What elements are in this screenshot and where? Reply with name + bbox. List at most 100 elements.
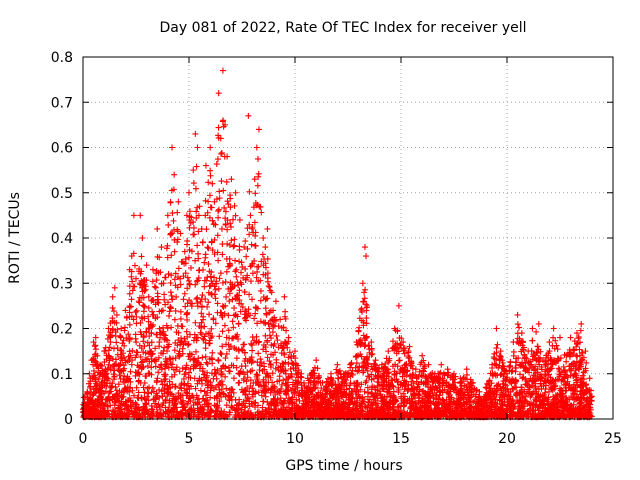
data-point <box>516 407 523 414</box>
data-point <box>228 404 235 411</box>
data-point <box>464 389 471 396</box>
data-point <box>168 292 175 299</box>
data-point <box>214 393 221 400</box>
data-point <box>277 395 284 402</box>
data-point <box>483 402 490 409</box>
data-point <box>171 236 178 243</box>
data-point <box>563 358 570 365</box>
data-point <box>219 118 226 125</box>
data-point <box>238 300 245 307</box>
data-point <box>218 178 225 185</box>
data-point <box>153 267 160 274</box>
data-point <box>260 398 267 405</box>
data-point <box>266 283 273 290</box>
data-point <box>217 350 224 357</box>
data-point <box>202 295 209 302</box>
data-point <box>251 315 258 322</box>
data-point <box>402 361 409 368</box>
data-point <box>361 289 368 296</box>
data-point <box>151 357 158 364</box>
data-point <box>380 376 387 383</box>
data-point <box>206 268 213 275</box>
data-point <box>362 286 369 293</box>
data-point <box>218 225 225 232</box>
data-point <box>207 334 214 341</box>
data-point <box>253 371 260 378</box>
data-point <box>282 315 289 322</box>
data-point <box>225 327 232 334</box>
data-point <box>212 295 219 302</box>
data-point <box>260 342 267 349</box>
data-point <box>269 329 276 336</box>
data-point <box>529 337 536 344</box>
data-point <box>228 285 235 292</box>
data-point <box>193 296 200 303</box>
data-point <box>558 369 565 376</box>
data-point <box>509 385 516 392</box>
data-point <box>264 354 271 361</box>
data-point <box>549 387 556 394</box>
data-point <box>541 395 548 402</box>
data-point <box>162 365 169 372</box>
data-point <box>504 402 511 409</box>
data-point <box>111 367 118 374</box>
data-point <box>109 393 116 400</box>
data-point <box>171 276 178 283</box>
data-point <box>165 299 172 306</box>
data-point <box>525 386 532 393</box>
data-point <box>507 359 514 366</box>
data-point <box>211 291 218 298</box>
data-point <box>232 268 239 275</box>
data-point <box>186 281 193 288</box>
data-point <box>185 374 192 381</box>
data-point <box>225 312 232 319</box>
data-point <box>180 375 187 382</box>
data-point <box>205 261 212 268</box>
data-point <box>185 254 192 261</box>
data-point <box>577 357 584 364</box>
data-point <box>294 384 301 391</box>
data-point <box>318 385 325 392</box>
data-point <box>280 377 287 384</box>
data-point <box>278 381 285 388</box>
data-point <box>203 359 210 366</box>
data-point <box>218 351 225 358</box>
data-point <box>96 371 103 378</box>
data-point <box>360 319 367 326</box>
data-point <box>530 378 537 385</box>
data-point <box>270 387 277 394</box>
data-point <box>215 208 222 215</box>
data-point <box>123 313 130 320</box>
data-point <box>408 410 415 417</box>
data-point <box>177 399 184 406</box>
data-point <box>230 362 237 369</box>
data-point <box>146 408 153 415</box>
data-point <box>251 337 258 344</box>
data-point <box>356 315 363 322</box>
data-point <box>174 284 181 291</box>
data-point <box>215 285 222 292</box>
data-point <box>528 382 535 389</box>
data-point <box>374 400 381 407</box>
data-point <box>561 367 568 374</box>
data-point <box>121 379 128 386</box>
data-point <box>152 284 159 291</box>
data-point <box>204 303 211 310</box>
data-point <box>521 388 528 395</box>
data-point <box>526 401 533 408</box>
data-point <box>113 339 120 346</box>
data-point <box>356 394 363 401</box>
data-point <box>230 324 237 331</box>
data-point <box>572 377 579 384</box>
data-point <box>305 402 312 409</box>
data-point <box>544 398 551 405</box>
data-point <box>471 385 478 392</box>
data-point <box>174 342 181 349</box>
data-point <box>222 355 229 362</box>
data-point <box>419 402 426 409</box>
data-point <box>169 210 176 217</box>
data-point <box>223 402 230 409</box>
data-point <box>356 324 363 331</box>
data-point <box>145 325 152 332</box>
